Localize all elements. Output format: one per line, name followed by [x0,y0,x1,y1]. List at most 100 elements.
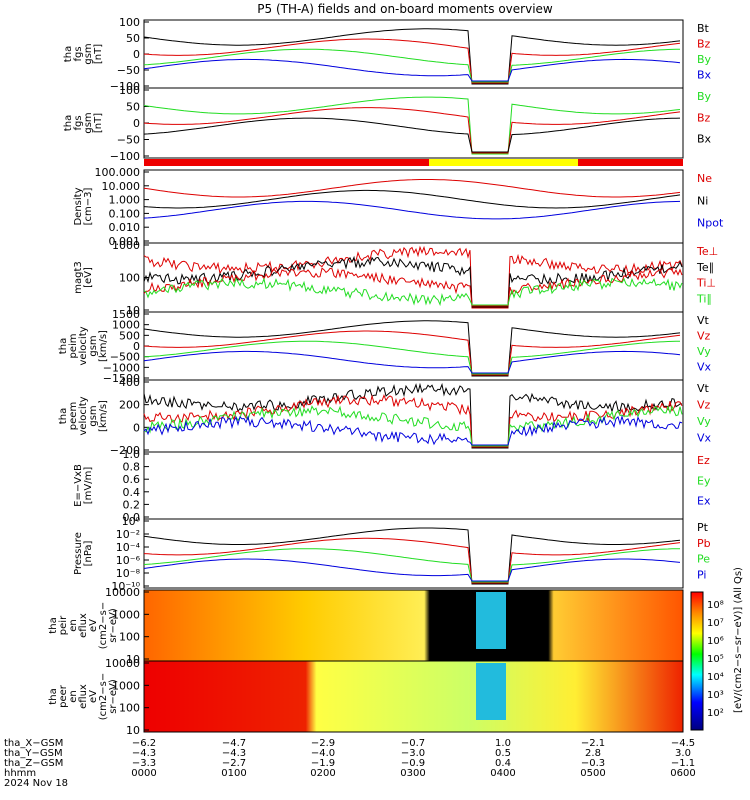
legend-Vy: Vy [697,345,711,358]
trace-Ni [143,189,681,209]
trace-Vz [143,394,683,448]
mode-bar-yellow [429,159,578,166]
trace-Vy [143,405,683,447]
y-axis-label-line: E=−VxB [73,464,84,507]
y-axis-label-line: Pressure [73,532,84,575]
figure-title: P5 (TH-A) fields and on-board moments ov… [257,2,553,16]
axis-row-value: 0100 [221,768,246,779]
legend-By: By [697,90,712,103]
y-tick-label: 1.0 [123,448,141,461]
y-axis-label-line: eflux [78,684,89,709]
y-axis-label: thafgsgsm[nT] [63,43,104,64]
y-axis-label-line: peir [58,615,69,635]
axis-row-value: −4.3 [132,748,156,759]
legend-Pt: Pt [697,521,709,534]
y-tick-label: 100 [119,272,140,285]
trace-Vy [143,340,680,375]
y-tick-label: 100 [119,84,140,97]
spectrogram-image [144,661,683,732]
y-axis-label: thapeimvelocitygsm[km/s] [58,326,109,365]
legend-Ne: Ne [697,172,712,185]
y-axis-label-line: peim [68,333,79,358]
trace-Vx [143,350,681,374]
panel-fgs: 100 50 0 −50 −100 thafgsgsm[nT] Bt Bz By Bx [63,16,712,93]
panel-frame [143,451,684,520]
y-tick-label: 0.2 [123,498,141,511]
legend-Bz: Bz [697,111,711,124]
y-tick-label: 0.0 [123,511,141,524]
y-tick-label: 200 [119,399,140,412]
y-axis-label-line: fgs [73,115,84,130]
y-tick-label: 50 [126,101,140,114]
axis-row-value: −4.7 [222,738,246,749]
spectrogram-image [144,590,683,661]
y-tick-label: 0.6 [123,473,141,486]
y-tick-label: −100 [110,150,140,163]
axis-row-value: 2.8 [585,748,601,759]
axis-row-value: −1.9 [311,758,335,769]
legend-Bx: Bx [697,69,712,82]
trace-Vz [143,330,681,376]
y-tick-label: 10⁻² [116,528,140,541]
y-tick-label: 10⁰ [122,515,141,528]
axis-row-value: 0200 [310,768,335,779]
trace-Vt [143,320,681,377]
legend-Vy: Vy [697,415,711,428]
axis-date: 2024 Nov 18 [4,778,68,789]
y-axis-label-line: sr−eV) [108,679,119,714]
y-tick-label: 1000 [112,679,140,692]
y-tick-label: 0.010 [109,221,141,234]
y-tick-label: −1000 [103,361,140,374]
y-tick-label: −500 [110,351,140,364]
panel-fgs2: 100 50 0 −50 −100 thafgsgsm[nT] By Bz Bx [63,84,712,163]
colorbar-tick: 10⁶ [707,636,724,647]
trace-Te⊥ [143,245,683,309]
trace-Bz [143,107,681,154]
axis-row-value: −4.3 [222,748,246,759]
y-axis-label-line: [nT] [93,44,104,64]
y-tick-label: −1500 [103,372,140,385]
y-tick-label: 50 [126,32,140,45]
trace-Bx [143,58,681,82]
axis-row-value: −4.5 [671,738,695,749]
y-axis-label: magt3[eV] [73,261,94,294]
axis-row-value: −6.2 [132,738,156,749]
legend-Ni: Ni [697,194,708,207]
panel-temp: 1000 100 10 magt3[eV] Te⊥ Te∥ Ti⊥ Ti∥ [73,239,718,317]
axis-row-value: 0300 [400,768,425,779]
trace-Ti∥ [143,277,683,307]
axis-row-value: −0.7 [401,738,425,749]
y-tick-label: 10 [126,724,140,737]
legend-Vx: Vx [697,361,712,374]
axis-row-value: 0000 [131,768,156,779]
trace-Ne [143,179,681,198]
y-tick-label: −200 [110,444,140,457]
y-axis-label-line: [km/s] [98,330,109,362]
legend-Pi: Pi [697,568,706,581]
y-axis-label-line: eV [88,690,99,703]
legend-Ti∥: Ti∥ [696,292,712,305]
legend-Ez: Ez [697,454,710,467]
axis-row-value: 0400 [490,768,515,779]
y-axis-label-line: tha [58,408,69,424]
legend-Ex: Ex [697,495,711,508]
trace-Pb [143,537,681,584]
y-axis-label-line: gsm [83,43,94,64]
y-axis-label-line: en [68,690,79,703]
y-tick-label: 0.001 [109,235,141,248]
trace-Bz [143,38,681,84]
y-axis-label-line: gsm [83,112,94,133]
y-axis-label-line: tha [63,115,74,131]
y-axis-label-line: magt3 [73,261,84,294]
y-axis-label-line: peem [68,402,79,430]
y-axis-label-line: [nT] [93,113,104,133]
y-tick-label: 500 [119,329,140,342]
y-tick-label: −100 [110,80,140,93]
y-axis-label: Pressure[nPa] [73,532,94,575]
y-tick-label: 10⁻⁸ [116,567,141,580]
legend-Pe: Pe [697,553,710,566]
panel-frame [143,311,684,381]
y-tick-label: 0 [133,421,140,434]
y-tick-label: 1.000 [109,194,141,207]
